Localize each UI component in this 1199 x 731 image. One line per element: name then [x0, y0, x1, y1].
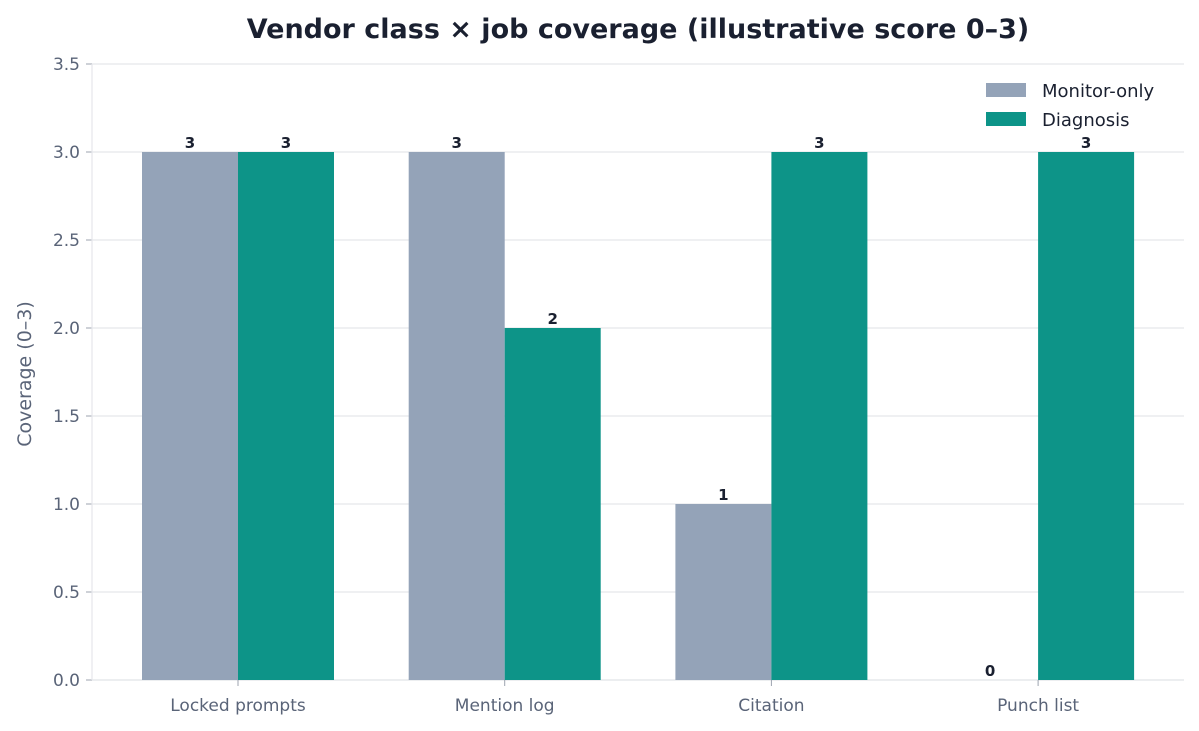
bar-value-label: 0 [985, 662, 995, 680]
y-tick-label: 2.0 [53, 319, 80, 339]
legend: Monitor-only Diagnosis [986, 81, 1155, 131]
x-tick-label: Mention log [455, 696, 555, 716]
bar-monitor-only [675, 504, 772, 680]
x-tick-label: Locked prompts [170, 696, 306, 716]
y-axis-label: Coverage (0–3) [14, 301, 36, 447]
x-tick-label: Punch list [997, 696, 1079, 716]
legend-label: Monitor-only [1042, 81, 1155, 102]
bar-value-label: 1 [718, 486, 728, 504]
bar-value-label: 3 [1081, 134, 1091, 152]
bar-value-label: 3 [281, 134, 291, 152]
bar-diagnosis [504, 328, 601, 680]
bar-value-label: 3 [814, 134, 824, 152]
bar-value-label: 2 [547, 310, 557, 328]
bar-value-label: 3 [185, 134, 195, 152]
y-tick-label: 0.0 [53, 671, 80, 691]
bars [142, 152, 1135, 680]
x-tick-label: Citation [738, 696, 804, 716]
y-tick-label: 2.5 [53, 231, 80, 251]
y-tick-label: 1.5 [53, 407, 80, 427]
legend-swatch [986, 83, 1026, 97]
chart-title: Vendor class × job coverage (illustrativ… [247, 14, 1030, 45]
y-tick-label: 1.0 [53, 495, 80, 515]
bar-value-label: 3 [451, 134, 461, 152]
legend-swatch [986, 112, 1026, 126]
bar-monitor-only [142, 152, 238, 680]
bar-monitor-only [408, 152, 505, 680]
y-tick-label: 3.0 [53, 143, 80, 163]
data-labels: 3 3 3 2 1 3 0 3 [185, 134, 1092, 680]
bar-diagnosis [238, 152, 334, 680]
y-tick-label: 0.5 [53, 583, 80, 603]
y-tick-label: 3.5 [53, 55, 80, 75]
legend-label: Diagnosis [1042, 110, 1130, 131]
bar-diagnosis [771, 152, 868, 680]
bar-diagnosis [1038, 152, 1135, 680]
